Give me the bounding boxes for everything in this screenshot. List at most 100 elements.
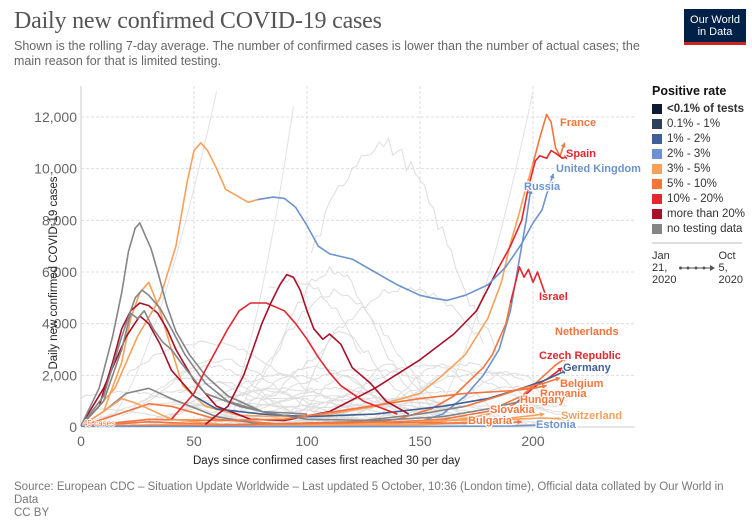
start-annotation: 45 cases [83,419,115,428]
axis-ticks: 0 2,000 4,000 6,000 8,000 10,000 12,000 0 50 100 1… [34,109,545,449]
y-tick-label: 6,000 [42,264,77,280]
series-line [80,266,500,427]
background-country-line [336,401,504,415]
timeline-start-day: 21, [652,262,668,274]
x-tick-label: 50 [186,433,202,449]
series-line [80,142,258,427]
y-tick-label: 2,000 [42,367,77,383]
series-line [80,222,522,427]
x-tick-label: 150 [408,433,432,449]
logo-line-1: Our World [690,14,740,26]
legend-item[interactable]: 10% - 20% [652,191,752,206]
timeline-end-month: Oct [718,250,736,262]
series-label: Belgium [560,378,604,390]
series-label: Estonia [536,419,577,431]
y-tick-label: 0 [69,419,77,435]
series-lines [80,113,570,428]
series-end-arrow [549,173,555,179]
legend-label: no testing data [667,222,743,235]
legend-swatch [652,148,662,159]
background-country-line [419,91,534,428]
legend-item[interactable]: 1% - 2% [652,131,752,146]
legend-title: Positive rate [652,84,727,98]
legend-label: more than 20% [667,207,745,220]
series-end-arrow [534,398,540,403]
series-label: Czech Republic [539,350,621,362]
series-end-arrow [541,383,547,390]
series-end-arrow [561,357,567,362]
legend-label: 10% - 20% [667,192,724,205]
x-axis-label: Days since confirmed cases first reached… [193,455,461,467]
series-label: Israel [539,291,568,303]
series-line [204,273,410,426]
series-label: Hungary [520,394,566,406]
series-end-arrow [564,154,570,160]
series-label: Bulgaria [468,415,513,427]
legend-item[interactable]: 5% - 10% [652,176,752,191]
series-line [257,173,555,302]
series-line [509,266,548,304]
timeline-end[interactable]: Oct 5, 2020 [718,250,742,286]
chart-title: Daily new confirmed COVID-19 cases [14,8,382,34]
legend-label: 0.1% - 1% [667,117,721,130]
background-country-line [216,106,294,428]
legend-swatch [652,133,662,144]
timeline-start[interactable]: Jan 21, 2020 [652,250,676,286]
background-country-line [302,397,565,425]
series-label: Spain [566,148,596,160]
series-line [170,302,398,420]
footer: Source: European CDC – Situation Update … [14,481,734,520]
series-end-arrow [517,419,522,425]
legend-swatch [652,118,662,129]
legend-item[interactable]: no testing data [652,221,752,236]
series-line [80,387,466,427]
series-label: Russia [524,181,561,193]
legend-swatch [652,223,662,234]
legend-label: 2% - 3% [667,147,711,160]
timeline-arrow-icon [679,265,716,271]
legend-swatch [652,208,662,219]
legend-item[interactable]: <0.1% of tests [652,101,752,116]
series-line [193,369,568,418]
legend-item[interactable]: 3% - 5% [652,161,752,176]
background-country-line [98,91,218,428]
logo-line-2: in Data [697,26,733,38]
legend: Positive rate <0.1% of tests 0.1% - 1% 1% … [652,84,752,286]
timeline-end-day: 5, [718,262,728,274]
background-country-line [103,386,452,426]
background-country-line [96,373,319,428]
legend-label: <0.1% of tests [667,102,745,115]
x-tick-label: 0 [77,433,85,449]
series-end-arrow [555,376,561,382]
legend-item[interactable]: 2% - 3% [652,146,752,161]
series-label: United Kingdom [556,163,641,175]
legend-swatch [652,193,662,204]
legend-item[interactable]: more than 20% [652,206,752,221]
series-end-arrow [527,189,533,194]
series-end-arrow [562,416,567,422]
series-label: Switzerland [561,410,622,422]
series-line [419,189,532,423]
legend-divider [652,242,742,244]
timeline-end-year: 2020 [718,274,743,286]
y-tick-label: 8,000 [42,212,77,228]
legend-label: 3% - 5% [667,162,711,175]
owid-logo[interactable]: Our World in Data [684,9,746,45]
series-end-arrow [551,422,556,428]
background-country-line [263,368,446,401]
series-end-arrow [561,369,567,375]
series-label: Romania [540,388,587,400]
legend-swatch [652,103,662,114]
series-end-arrow [542,292,548,298]
legend-swatch [652,163,662,174]
y-axis-label: Daily new confirmed COVID-19 cases [48,176,60,370]
series-line [464,377,561,408]
series-line [80,310,274,427]
series-line [80,315,195,427]
license-link[interactable]: CC BY [14,507,50,519]
timeline-control[interactable]: Jan 21, 2020 Oct 5, 2020 [652,250,752,286]
series-line [80,423,556,428]
legend-item[interactable]: 0.1% - 1% [652,116,752,131]
series-end-arrow [557,367,563,373]
